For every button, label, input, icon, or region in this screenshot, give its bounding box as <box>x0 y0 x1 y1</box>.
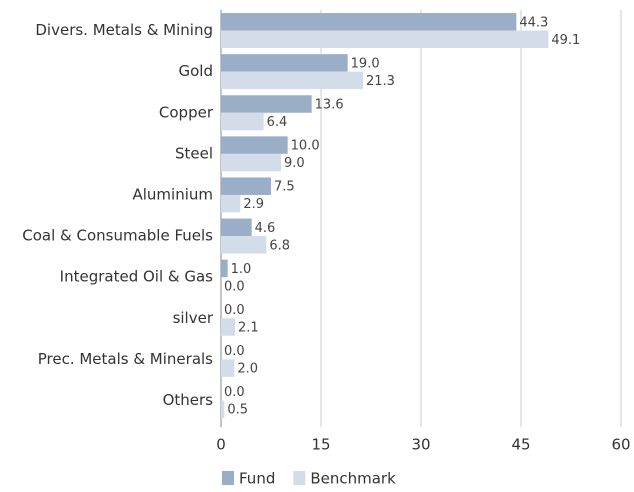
value-label: 21.3 <box>366 74 395 89</box>
bar <box>221 194 241 213</box>
bar <box>221 13 517 31</box>
value-label: 9.0 <box>284 156 305 171</box>
value-label: 44.3 <box>519 15 548 30</box>
category-label: Steel <box>175 144 213 162</box>
bar <box>221 112 264 131</box>
value-label: 0.0 <box>224 303 245 318</box>
value-label: 0.5 <box>227 403 248 418</box>
value-label: 7.5 <box>274 180 295 195</box>
category-label: Coal & Consumable Fuels <box>22 227 213 245</box>
category-label: Divers. Metals & Mining <box>35 21 213 39</box>
bar <box>221 400 225 418</box>
category-label: Copper <box>159 103 214 121</box>
bar <box>221 71 363 90</box>
category-label: Integrated Oil & Gas <box>60 268 214 286</box>
bar <box>221 218 252 237</box>
bar <box>221 153 281 172</box>
value-label: 2.0 <box>237 362 258 377</box>
legend-swatch <box>293 471 306 485</box>
value-label: 19.0 <box>351 56 380 71</box>
x-tick-label: 15 <box>311 436 330 454</box>
bar <box>221 136 288 154</box>
value-label: 13.6 <box>315 98 344 113</box>
value-label: 0.0 <box>224 344 245 359</box>
value-label: 0.0 <box>224 385 245 400</box>
category-label: Others <box>163 391 214 409</box>
value-label: 2.9 <box>243 197 264 212</box>
bar <box>221 177 271 195</box>
x-tick-label: 0 <box>216 436 226 454</box>
x-tick-label: 30 <box>411 436 430 454</box>
category-label: Aluminium <box>132 185 213 203</box>
value-label: 6.4 <box>267 115 288 130</box>
value-label: 6.8 <box>269 238 290 253</box>
value-label: 1.0 <box>231 262 252 277</box>
value-label: 49.1 <box>551 33 580 48</box>
value-label: 0.0 <box>224 279 245 294</box>
bar <box>221 236 267 254</box>
category-label: silver <box>173 309 214 327</box>
x-tick-label: 60 <box>611 436 630 454</box>
bar <box>221 95 312 113</box>
value-label: 10.0 <box>291 139 320 154</box>
bar <box>221 259 228 278</box>
bar <box>221 359 235 377</box>
bar <box>221 54 348 72</box>
legend-label: Fund <box>239 470 275 488</box>
legend-label: Benchmark <box>310 470 396 488</box>
bar <box>221 318 235 336</box>
category-label: Prec. Metals & Minerals <box>38 350 213 368</box>
bar <box>221 30 549 49</box>
category-label: Gold <box>179 62 214 80</box>
legend-swatch <box>222 471 234 485</box>
x-tick-label: 45 <box>511 436 530 454</box>
value-label: 4.6 <box>255 221 276 236</box>
value-label: 2.1 <box>238 321 259 336</box>
